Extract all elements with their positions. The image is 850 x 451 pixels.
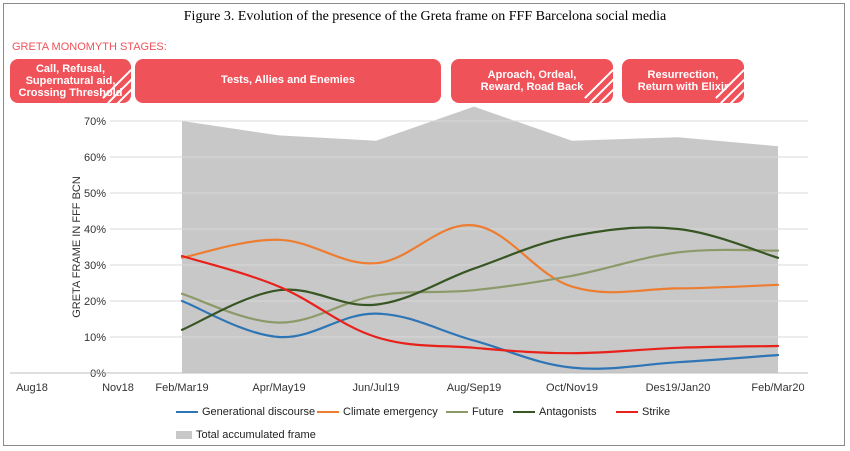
stage-label: Tests, Allies and Enemies xyxy=(221,74,355,86)
legend-label: Antagonists xyxy=(539,406,597,418)
series-line-antagonists xyxy=(180,226,780,331)
y-tick-label: 10% xyxy=(84,332,106,344)
x-tick-label: Apr/May19 xyxy=(252,382,305,394)
stage-box-tests-allies: Tests, Allies and Enemies xyxy=(135,59,441,103)
y-tick-label: 70% xyxy=(84,116,106,128)
legend-swatch xyxy=(513,411,535,413)
y-tick-label: 0% xyxy=(90,368,106,380)
y-axis-title: GRETA FRAME IN FFF BCN xyxy=(71,176,83,318)
y-tick-label: 50% xyxy=(84,188,106,200)
legend-label: Strike xyxy=(642,406,671,418)
legend-label: Future xyxy=(472,406,504,418)
area-total-accumulated xyxy=(182,106,778,373)
x-tick-label: Feb/Mar19 xyxy=(155,382,208,394)
legend-total-area: Total accumulated frame xyxy=(176,429,316,441)
legend-antagonists: Antagonists xyxy=(513,406,596,418)
x-tick-label: Aug/Sep19 xyxy=(447,382,501,394)
x-tick-label: Des19/Jan20 xyxy=(646,382,711,394)
x-tick-label: Feb/Mar20 xyxy=(751,382,804,394)
y-tick-label: 20% xyxy=(84,296,106,308)
stage-box-approach-ordeal: Aproach, Ordeal, Reward, Road Back xyxy=(451,59,613,103)
figure-title: Figure 3. Evolution of the presence of t… xyxy=(183,9,667,24)
x-tick-label: Oct/Nov19 xyxy=(546,382,598,394)
legend-swatch xyxy=(446,411,468,413)
legend-climate: Climate emergency xyxy=(317,406,438,418)
y-tick-label: 30% xyxy=(84,260,106,272)
legend-swatch xyxy=(176,431,192,439)
stage-label: Aproach, Ordeal, Reward, Road Back xyxy=(480,69,584,93)
stage-label: Resurrection, Return with Elixir xyxy=(637,69,729,93)
stage-label: Call, Refusal, Supernatural aid, Crossin… xyxy=(18,63,123,99)
x-tick-label: Nov18 xyxy=(102,382,134,394)
x-tick-label: Aug18 xyxy=(16,382,48,394)
legend-label: Climate emergency xyxy=(343,406,438,418)
series-line-future xyxy=(180,248,780,324)
series-line-generational-discourse xyxy=(180,299,780,370)
stage-box-call-refusal: Call, Refusal, Supernatural aid, Crossin… xyxy=(10,59,131,103)
legend-label: Generational discourse xyxy=(202,406,316,418)
legend-strike: Strike xyxy=(616,406,670,418)
legend-swatch xyxy=(317,411,339,413)
y-tick-label: 40% xyxy=(84,224,106,236)
series-line-climate-emergency xyxy=(180,224,780,294)
y-tick-label: 60% xyxy=(84,152,106,164)
stages-label: GRETA MONOMYTH STAGES: xyxy=(12,41,167,53)
legend-future: Future xyxy=(446,406,504,418)
legend-label: Total accumulated frame xyxy=(196,429,316,441)
legend-swatch xyxy=(176,411,198,413)
series-line-strike xyxy=(180,254,780,355)
stage-box-resurrection: Resurrection, Return with Elixir xyxy=(622,59,744,103)
legend-generational: Generational discourse xyxy=(176,406,315,418)
legend-swatch xyxy=(616,411,638,413)
x-tick-label: Jun/Jul19 xyxy=(352,382,399,394)
